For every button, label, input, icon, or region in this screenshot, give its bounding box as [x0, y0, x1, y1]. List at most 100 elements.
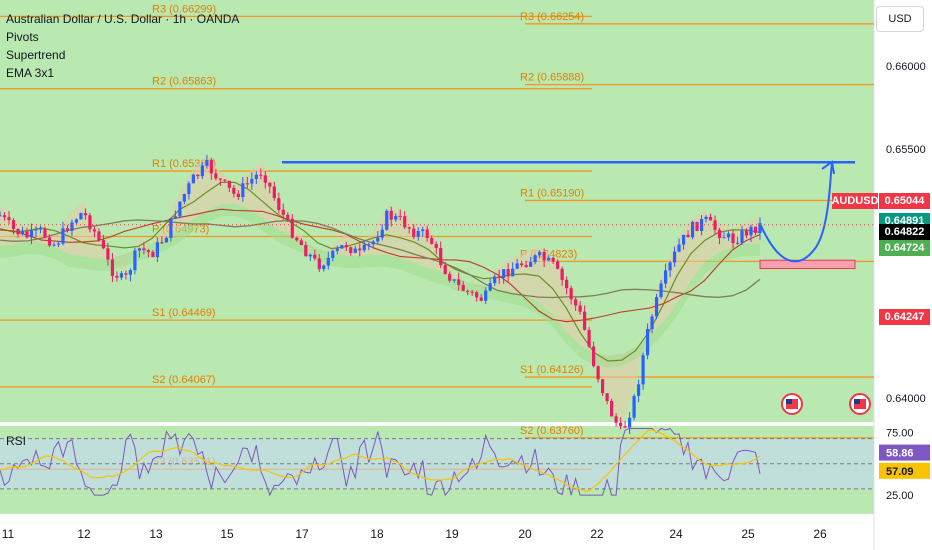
flag-canton: [786, 399, 792, 404]
candle-body: [277, 198, 281, 210]
candle-body: [497, 276, 501, 278]
candle-body: [335, 248, 339, 251]
candle-body: [529, 262, 533, 267]
time-axis: 11 12 13 15 17 18 19 20 22 24 25 26: [2, 527, 827, 541]
time-tick-label: 20: [518, 527, 532, 541]
candle-body: [254, 174, 258, 180]
candle-body: [596, 366, 600, 380]
candle-body: [565, 279, 569, 289]
ema-mid: [0, 208, 761, 323]
candle-body: [20, 231, 25, 235]
candle-body: [538, 252, 542, 256]
currency-button[interactable]: USD: [876, 6, 924, 32]
candle-body: [340, 245, 344, 249]
candle-body: [412, 228, 416, 237]
candle-body: [695, 221, 699, 231]
price-tag-supertrend: 0.64724: [879, 240, 930, 256]
economic-events: [781, 393, 871, 415]
candle-body: [385, 210, 389, 230]
candle-body: [214, 173, 218, 179]
candle-body: [241, 183, 245, 198]
candle-body: [726, 233, 731, 238]
candle-body: [155, 242, 159, 258]
candle-body: [25, 231, 29, 238]
legend-ema[interactable]: EMA 3x1: [6, 66, 55, 80]
candle-body: [245, 183, 249, 185]
candle-body: [686, 234, 690, 238]
candle-body: [200, 165, 204, 177]
rsi-ma-line: [0, 429, 761, 492]
rsi-value-tag: [879, 444, 930, 461]
ema-lines: [0, 181, 761, 362]
candle-body: [722, 237, 726, 239]
candle-body: [263, 175, 267, 183]
candle-body: [623, 426, 627, 428]
candle-body: [115, 275, 119, 278]
candle-body: [358, 248, 362, 251]
candle-body: [173, 216, 177, 219]
candle-body: [663, 270, 668, 284]
candle-body: [16, 228, 20, 235]
candle-body: [457, 279, 461, 285]
candle-body: [672, 251, 677, 263]
chart-legend: Australian Dollar / U.S. Dollar · 1h · O…: [6, 10, 239, 82]
candlesticks: [0, 154, 762, 435]
candle-body: [367, 244, 371, 246]
pivot-label: R2 (0.65888): [520, 72, 584, 84]
candle-body: [416, 230, 420, 237]
candle-body: [52, 244, 56, 246]
candle-body: [133, 250, 137, 271]
annotations: [0, 160, 874, 270]
candle-body: [403, 216, 407, 228]
time-tick-label: 17: [295, 527, 309, 541]
candle-body: [151, 251, 155, 258]
candle-body: [533, 255, 537, 263]
candle-body: [376, 237, 380, 242]
candle-body: [758, 223, 762, 233]
last-price-tag: 0.65044: [879, 193, 930, 209]
candle-body: [636, 384, 641, 396]
rsi-ma-text: 57.09: [886, 466, 914, 478]
candle-body: [425, 229, 429, 238]
support-zone: [759, 259, 856, 270]
candle-body: [205, 160, 209, 166]
candle-body: [128, 270, 133, 275]
price-tick-label: 0.64000: [886, 393, 926, 405]
candle-body: [551, 257, 555, 262]
candle-body: [101, 240, 106, 249]
candle-body: [488, 283, 492, 291]
candle-body: [659, 283, 663, 298]
candle-body: [223, 179, 227, 181]
legend-pivots[interactable]: Pivots: [6, 30, 39, 44]
candle-body: [520, 263, 524, 266]
candle-body: [169, 218, 173, 238]
candle-body: [106, 248, 110, 260]
candle-body: [196, 174, 200, 177]
projection-arrow: [759, 163, 833, 263]
candle-body: [83, 213, 88, 216]
candle-body: [119, 273, 124, 278]
candle-body: [753, 226, 758, 233]
price-tick-label: 0.65500: [886, 144, 926, 156]
pivot-label: S2 (0.63760): [520, 425, 584, 437]
candle-body: [448, 273, 452, 281]
rsi-value-text: 58.86: [886, 448, 914, 460]
candle-body: [398, 215, 402, 217]
time-tick-label: 13: [149, 527, 163, 541]
candle-body: [735, 242, 740, 244]
candle-body: [142, 248, 146, 251]
candle-body: [587, 329, 591, 347]
candle-body: [34, 229, 38, 231]
candle-body: [88, 215, 92, 230]
candle-body: [578, 305, 582, 312]
candle-body: [708, 216, 713, 221]
candle-body: [182, 194, 186, 202]
candle-body: [493, 276, 497, 284]
rsi-pane-label: RSI: [6, 434, 27, 448]
candle-body: [191, 174, 195, 184]
candle-body: [506, 269, 510, 277]
legend-supertrend[interactable]: Supertrend: [6, 48, 66, 62]
candle-body: [160, 242, 164, 244]
rsi-line: [0, 427, 761, 497]
